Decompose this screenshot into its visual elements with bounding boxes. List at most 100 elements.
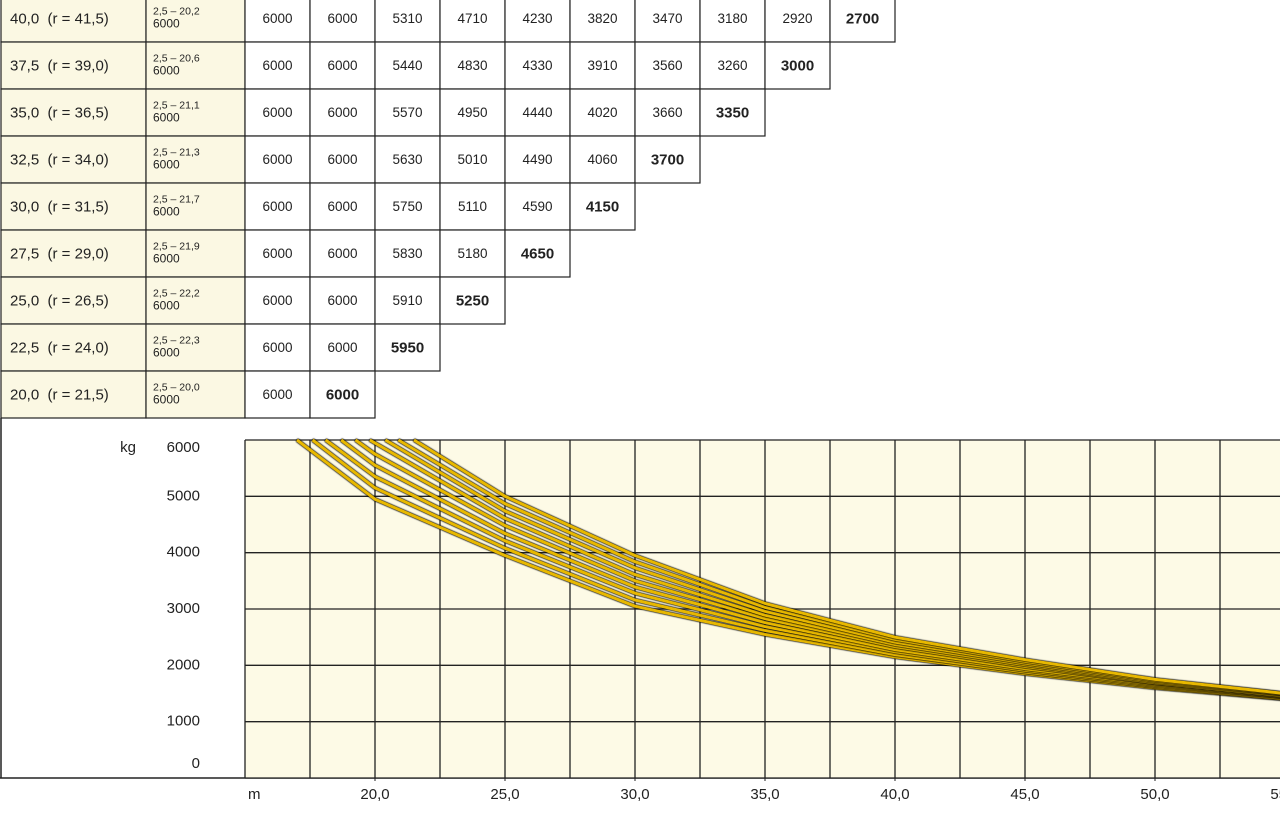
x-tick-label: 45,0	[1010, 786, 1039, 803]
load-cell	[374, 88, 441, 137]
load-value: 6000	[262, 246, 292, 261]
range-label: 2,5 – 20,2	[153, 5, 200, 17]
load-cell	[374, 276, 441, 325]
load-cell	[504, 41, 571, 90]
load-value: 5250	[456, 292, 489, 309]
load-cell	[309, 229, 376, 278]
load-cell	[439, 41, 506, 90]
load-cell	[634, 41, 701, 90]
load-value: 4490	[522, 152, 552, 167]
load-cell	[309, 370, 376, 419]
jib-label: 20,0 (r = 21,5)	[10, 386, 109, 403]
load-cell	[569, 41, 636, 90]
range-cell	[145, 88, 246, 137]
load-value: 6000	[327, 340, 357, 355]
jib-label: 40,0 (r = 41,5)	[10, 10, 109, 27]
jib-cell	[0, 229, 147, 278]
range-load: 6000	[153, 205, 180, 219]
range-label: 2,5 – 21,3	[153, 146, 200, 158]
load-value: 4150	[586, 198, 619, 215]
load-value: 5110	[458, 199, 487, 214]
x-axis-label: m	[248, 786, 261, 803]
load-value: 6000	[262, 58, 292, 73]
load-value: 5180	[457, 246, 487, 261]
load-value: 3350	[716, 104, 749, 121]
load-cell	[504, 0, 571, 43]
load-cell	[504, 229, 571, 278]
load-value: 6000	[326, 386, 359, 403]
x-tick-label: 35,0	[750, 786, 779, 803]
load-cell	[244, 41, 311, 90]
range-load: 6000	[153, 158, 180, 172]
load-cell	[374, 182, 441, 231]
jib-label: 32,5 (r = 34,0)	[10, 151, 109, 168]
load-value: 6000	[262, 387, 292, 402]
load-cell	[504, 182, 571, 231]
load-value: 6000	[327, 152, 357, 167]
load-value: 5910	[392, 293, 422, 308]
load-value: 5570	[392, 105, 422, 120]
load-value: 3260	[717, 58, 747, 73]
load-value: 3470	[652, 11, 682, 26]
range-load: 6000	[153, 299, 180, 313]
load-cell	[829, 0, 896, 43]
load-value: 3000	[781, 57, 814, 74]
x-tick-label: 20,0	[360, 786, 389, 803]
range-load: 6000	[153, 346, 180, 360]
load-value: 4020	[587, 105, 617, 120]
load-value: 2700	[846, 10, 879, 27]
load-cell	[439, 229, 506, 278]
y-tick-label: 5000	[167, 487, 200, 504]
load-cell	[699, 41, 766, 90]
load-cell	[309, 0, 376, 43]
load-cell	[764, 41, 831, 90]
range-label: 2,5 – 21,9	[153, 240, 200, 252]
load-value: 6000	[262, 199, 292, 214]
load-value: 4950	[457, 105, 487, 120]
load-value: 4330	[522, 58, 552, 73]
load-value: 5010	[457, 152, 487, 167]
range-load: 6000	[153, 393, 180, 407]
load-value: 6000	[262, 293, 292, 308]
load-cell	[374, 41, 441, 90]
load-cell	[569, 0, 636, 43]
load-value: 6000	[262, 105, 292, 120]
y-tick-label: 2000	[167, 656, 200, 673]
load-value: 6000	[262, 152, 292, 167]
jib-cell	[0, 88, 147, 137]
load-value: 6000	[262, 340, 292, 355]
load-value: 6000	[327, 246, 357, 261]
y-tick-label: 1000	[167, 713, 200, 730]
load-value: 3910	[587, 58, 617, 73]
jib-label: 30,0 (r = 31,5)	[10, 198, 109, 215]
load-cell	[244, 229, 311, 278]
load-value: 6000	[327, 58, 357, 73]
x-tick-label: 25,0	[490, 786, 519, 803]
load-value: 6000	[327, 199, 357, 214]
range-cell	[145, 323, 246, 372]
load-value: 3820	[587, 11, 617, 26]
jib-label: 27,5 (r = 29,0)	[10, 245, 109, 262]
load-value: 6000	[327, 105, 357, 120]
jib-cell	[0, 182, 147, 231]
load-value: 4650	[521, 245, 554, 262]
load-value: 6000	[327, 11, 357, 26]
load-value: 5950	[391, 339, 424, 356]
jib-label: 37,5 (r = 39,0)	[10, 57, 109, 74]
load-cell	[244, 276, 311, 325]
load-cell	[374, 323, 441, 372]
range-cell	[145, 276, 246, 325]
load-value: 2920	[782, 11, 812, 26]
y-tick-label: 6000	[167, 439, 200, 456]
load-value: 3700	[651, 151, 684, 168]
range-load: 6000	[153, 252, 180, 266]
load-value: 4590	[522, 199, 552, 214]
load-value: 5630	[392, 152, 422, 167]
jib-label: 35,0 (r = 36,5)	[10, 104, 109, 121]
load-cell	[439, 276, 506, 325]
y-tick-label: 0	[192, 755, 200, 772]
range-cell	[145, 0, 246, 43]
jib-label: 25,0 (r = 26,5)	[10, 292, 109, 309]
